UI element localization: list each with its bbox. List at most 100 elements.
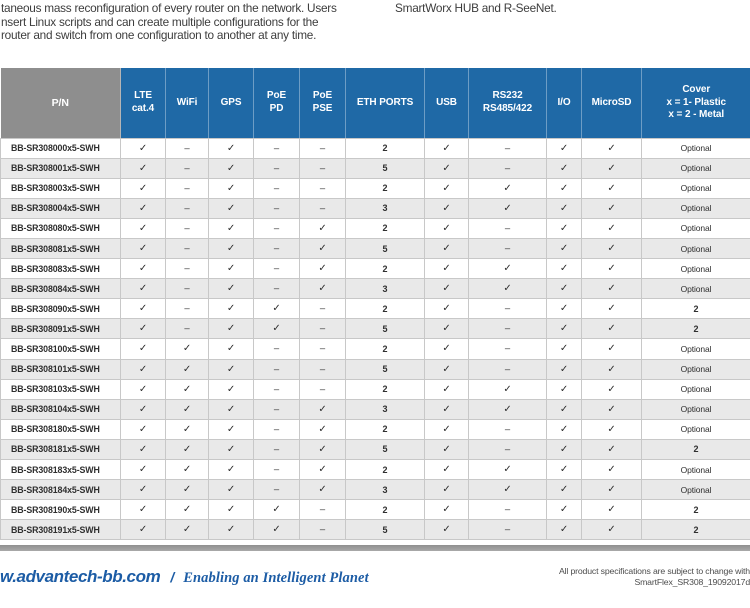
check-mark: ✓: [424, 258, 469, 280]
dash-mark: –: [468, 418, 547, 440]
dash-mark: –: [253, 338, 300, 360]
table-row: BB-SR308084x5-SWH ✓ – ✓ – ✓ 3 ✓ ✓ ✓ ✓ Optional: [0, 278, 750, 300]
check-mark: ✓: [468, 278, 547, 300]
check-mark: ✓: [253, 318, 300, 340]
check-mark: ✓: [299, 278, 346, 300]
dash-mark: –: [165, 177, 209, 199]
col-header-lte: LTE cat.4: [120, 68, 166, 139]
count-cell: 5: [345, 519, 425, 541]
check-mark: ✓: [581, 358, 642, 380]
dash-mark: –: [253, 197, 300, 219]
check-mark: ✓: [208, 217, 254, 239]
intro-paragraph-right: SmartWorx HUB and R-SeeNet.: [395, 1, 557, 16]
intro-line: taneous mass reconfiguration of every ro…: [1, 1, 337, 15]
dash-mark: –: [299, 519, 346, 541]
check-mark: ✓: [299, 418, 346, 440]
dash-mark: –: [468, 217, 547, 239]
check-mark: ✓: [208, 438, 254, 461]
dash-mark: –: [253, 237, 300, 260]
dash-mark: –: [468, 318, 547, 340]
value-cell: Optional: [641, 217, 750, 239]
table-body: BB-SR308000x5-SWH ✓ – ✓ – –2 ✓ – ✓ ✓ Optional BB-SR…: [0, 137, 750, 541]
check-mark: ✓: [253, 298, 300, 320]
footer-brand: w.advantech-bb.com / Enabling an Intelli…: [0, 567, 369, 587]
check-mark: ✓: [546, 157, 582, 179]
check-mark: ✓: [120, 519, 166, 541]
dash-mark: –: [299, 318, 346, 340]
table-row: BB-SR308180x5-SWH ✓ ✓ ✓ – ✓ 2 ✓ – ✓ ✓ Optional: [0, 418, 750, 440]
check-mark: ✓: [165, 398, 209, 420]
count-cell: 2: [345, 418, 425, 440]
check-mark: ✓: [546, 499, 582, 521]
check-mark: ✓: [468, 177, 547, 199]
col-header-usb: USB: [424, 68, 469, 139]
pn-cell: BB-SR308004x5-SWH: [0, 197, 121, 219]
pn-cell: BB-SR308001x5-SWH: [0, 157, 121, 179]
value-cell: Optional: [641, 358, 750, 380]
check-mark: ✓: [581, 338, 642, 360]
dash-mark: –: [299, 137, 346, 159]
pn-cell: BB-SR308180x5-SWH: [0, 418, 121, 440]
value-cell: Optional: [641, 378, 750, 400]
check-mark: ✓: [468, 378, 547, 400]
dash-mark: –: [253, 137, 300, 159]
dash-mark: –: [165, 197, 209, 219]
check-mark: ✓: [468, 479, 547, 501]
count-cell: 2: [345, 298, 425, 320]
dash-mark: –: [165, 318, 209, 340]
check-mark: ✓: [546, 438, 582, 461]
check-mark: ✓: [165, 499, 209, 521]
table-header: P/N LTE cat.4 WiFi GPS PoE PD PoE PSE ET…: [0, 68, 750, 139]
dash-mark: –: [468, 157, 547, 179]
check-mark: ✓: [165, 479, 209, 501]
check-mark: ✓: [208, 177, 254, 199]
pn-cell: BB-SR308003x5-SWH: [0, 177, 121, 199]
check-mark: ✓: [208, 358, 254, 380]
check-mark: ✓: [546, 298, 582, 320]
check-mark: ✓: [120, 458, 166, 481]
count-cell: 2: [641, 298, 750, 320]
pn-cell: BB-SR308084x5-SWH: [0, 278, 121, 300]
table-row: BB-SR308100x5-SWH ✓ ✓ ✓ – –2 ✓ – ✓ ✓ Optional: [0, 338, 750, 360]
table-row: BB-SR308000x5-SWH ✓ – ✓ – –2 ✓ – ✓ ✓ Optional: [0, 137, 750, 159]
pn-cell: BB-SR308184x5-SWH: [0, 479, 121, 501]
value-cell: Optional: [641, 479, 750, 501]
table-row: BB-SR308081x5-SWH ✓ – ✓ – ✓ 5 ✓ – ✓ ✓ Optional: [0, 237, 750, 260]
check-mark: ✓: [546, 318, 582, 340]
check-mark: ✓: [581, 418, 642, 440]
value-cell: Optional: [641, 278, 750, 300]
table-row: BB-SR308190x5-SWH ✓ ✓ ✓ ✓ –2 ✓ – ✓ ✓ 2: [0, 499, 750, 521]
pn-cell: BB-SR308080x5-SWH: [0, 217, 121, 239]
check-mark: ✓: [208, 458, 254, 481]
footer-doc-id: SmartFlex_SR308_19092017d: [634, 577, 750, 587]
check-mark: ✓: [424, 438, 469, 461]
check-mark: ✓: [468, 258, 547, 280]
check-mark: ✓: [120, 479, 166, 501]
value-cell: Optional: [641, 137, 750, 159]
count-cell: 2: [641, 438, 750, 461]
check-mark: ✓: [120, 298, 166, 320]
product-spec-table: P/N LTE cat.4 WiFi GPS PoE PD PoE PSE ET…: [0, 68, 750, 541]
count-cell: 5: [345, 157, 425, 179]
table-row: BB-SR308104x5-SWH ✓ ✓ ✓ – ✓ 3 ✓ ✓ ✓ ✓ Optional: [0, 398, 750, 420]
dash-mark: –: [165, 237, 209, 260]
table-row: BB-SR308103x5-SWH ✓ ✓ ✓ – –2 ✓ ✓ ✓ ✓ Optional: [0, 378, 750, 400]
footer-separator: /: [170, 569, 175, 585]
table-row: BB-SR308003x5-SWH ✓ – ✓ – –2 ✓ ✓ ✓ ✓ Optional: [0, 177, 750, 199]
dash-mark: –: [253, 458, 300, 481]
check-mark: ✓: [299, 398, 346, 420]
dash-mark: –: [468, 298, 547, 320]
col-header-poe-pd: PoE PD: [253, 68, 300, 139]
col-header-io: I/O: [546, 68, 582, 139]
check-mark: ✓: [468, 458, 547, 481]
check-mark: ✓: [581, 458, 642, 481]
dash-mark: –: [253, 358, 300, 380]
value-cell: Optional: [641, 258, 750, 280]
check-mark: ✓: [581, 258, 642, 280]
pn-cell: BB-SR308100x5-SWH: [0, 338, 121, 360]
check-mark: ✓: [120, 137, 166, 159]
check-mark: ✓: [546, 197, 582, 219]
check-mark: ✓: [120, 338, 166, 360]
check-mark: ✓: [165, 438, 209, 461]
count-cell: 3: [345, 398, 425, 420]
